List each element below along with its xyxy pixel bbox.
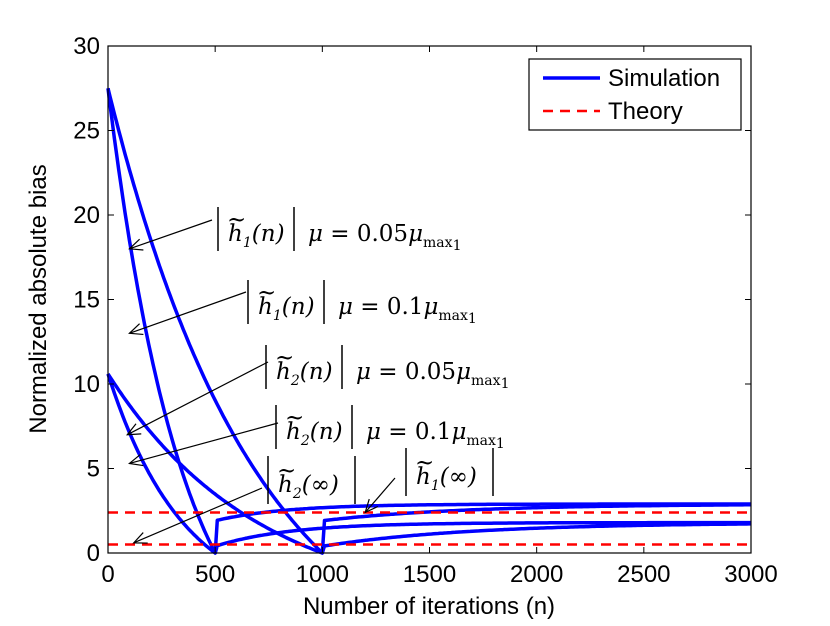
annotation-arrow-5	[133, 487, 263, 544]
y-tick-label: 25	[73, 118, 100, 145]
y-axis-title: Normalized absolute bias	[25, 164, 52, 433]
y-tick-label: 20	[73, 202, 100, 229]
legend-label-theory: Theory	[608, 98, 683, 125]
x-axis-title: Number of iterations (n)	[303, 593, 555, 620]
ticks-layer: 0 500 1000 1500 2000 2500 3000 0 5 10 15 20 25 30	[73, 33, 777, 588]
annotation-label-5: h2(∞) ~	[267, 456, 356, 504]
x-tick-label: 0	[101, 561, 114, 588]
annotation-arrowhead-1	[128, 238, 144, 251]
x-tick-label: 1000	[296, 561, 349, 588]
annotation-mu-expr: μ = 0.1μmax1	[338, 294, 477, 327]
annotation-arrowhead-2	[128, 323, 144, 336]
annotation-mu-expr: μ = 0.05μmax1	[356, 359, 509, 392]
x-tick-label: 2000	[510, 561, 563, 588]
annotation-arrow-4	[129, 422, 279, 465]
annotation-arrowhead-6	[364, 498, 379, 514]
annotation-labels: h1(n) ~ μ = 0.05μmax1 h1(n) ~ μ = 0.1μma…	[217, 207, 509, 504]
annotation-tilde: ~	[257, 280, 276, 306]
annotation-tilde: ~	[285, 405, 304, 431]
annotation-arrow-1	[129, 219, 213, 250]
y-tick-label: 15	[73, 287, 100, 314]
annotation-arrow-2	[129, 291, 247, 334]
legend: Simulation Theory	[528, 58, 742, 131]
annotation-arrows	[125, 219, 396, 544]
annotation-mu-expr: μ = 0.05μmax1	[308, 221, 461, 254]
annotation-mu-expr: μ = 0.1μmax1	[366, 419, 505, 452]
annotation-symbol: h1(∞)	[416, 464, 477, 494]
annotation-arrowhead-4	[128, 454, 144, 467]
annotation-symbol: h2(n)	[276, 359, 333, 389]
annotation-arrowhead-3	[125, 423, 142, 436]
x-tick-label: 500	[195, 561, 235, 588]
annotation-symbol: h1(n)	[258, 294, 315, 324]
x-tick-label: 3000	[724, 561, 777, 588]
annotation-tilde: ~	[275, 345, 294, 371]
x-tick-label: 1500	[403, 561, 456, 588]
x-tick-label: 2500	[617, 561, 670, 588]
annotation-tilde: ~	[227, 207, 246, 233]
y-tick-label: 10	[73, 371, 100, 398]
legend-box	[528, 58, 742, 131]
annotation-label-6: h1(∞) ~	[405, 448, 494, 496]
annotation-arrow-6	[364, 477, 396, 513]
annotation-arrow-3	[127, 361, 269, 436]
annotation-label-3: h2(n) ~ μ = 0.05μmax1	[265, 345, 509, 392]
y-tick-label: 0	[87, 540, 100, 567]
annotation-label-4: h2(n) ~ μ = 0.1μmax1	[275, 405, 505, 452]
y-tick-label: 5	[87, 456, 100, 483]
legend-label-simulation: Simulation	[608, 65, 720, 92]
annotation-label-1: h1(n) ~ μ = 0.05μmax1	[217, 207, 461, 254]
annotation-symbol: h1(n)	[228, 221, 285, 251]
annotation-tilde: ~	[277, 458, 296, 484]
annotation-label-2: h1(n) ~ μ = 0.1μmax1	[247, 280, 477, 327]
y-tick-label: 30	[73, 33, 100, 60]
simulation-curve-0	[106, 87, 751, 555]
annotation-tilde: ~	[415, 450, 434, 476]
annotation-symbol: h2(∞)	[278, 472, 339, 502]
annotation-symbol: h2(n)	[286, 419, 343, 449]
annotation-arrowhead-5	[132, 532, 148, 544]
theory-layer	[108, 511, 751, 546]
